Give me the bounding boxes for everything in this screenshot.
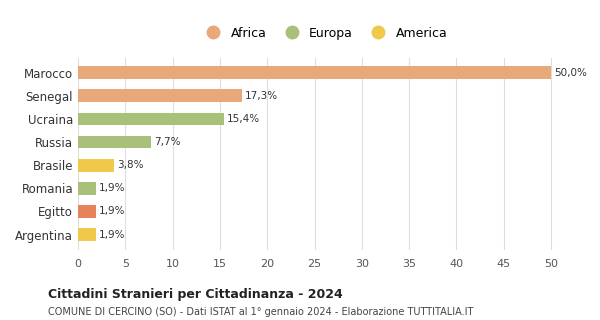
Bar [78, 182, 96, 195]
Bar [78, 205, 96, 218]
Bar [78, 136, 151, 148]
Text: 15,4%: 15,4% [227, 114, 260, 124]
Bar [78, 228, 96, 241]
Text: 1,9%: 1,9% [99, 206, 125, 216]
Text: 7,7%: 7,7% [154, 137, 180, 147]
Bar [78, 90, 242, 102]
Legend: Africa, Europa, America: Africa, Europa, America [196, 22, 452, 44]
Bar [78, 159, 114, 172]
Text: 50,0%: 50,0% [554, 68, 587, 78]
Bar [78, 113, 224, 125]
Text: 1,9%: 1,9% [99, 183, 125, 193]
Text: 1,9%: 1,9% [99, 229, 125, 239]
Bar [78, 66, 551, 79]
Text: 17,3%: 17,3% [245, 91, 278, 101]
Text: 3,8%: 3,8% [117, 160, 143, 170]
Text: COMUNE DI CERCINO (SO) - Dati ISTAT al 1° gennaio 2024 - Elaborazione TUTTITALIA: COMUNE DI CERCINO (SO) - Dati ISTAT al 1… [48, 307, 473, 317]
Text: Cittadini Stranieri per Cittadinanza - 2024: Cittadini Stranieri per Cittadinanza - 2… [48, 288, 343, 301]
